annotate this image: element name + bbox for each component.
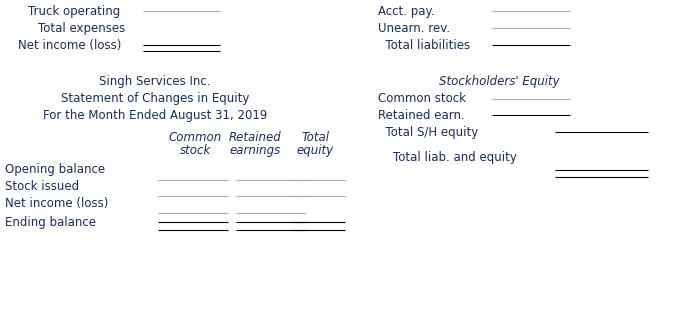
- Text: Total liabilities: Total liabilities: [378, 39, 470, 52]
- Text: Net income (loss): Net income (loss): [18, 39, 121, 52]
- Text: Net income (loss): Net income (loss): [5, 197, 108, 210]
- Text: For the Month Ended August 31, 2019: For the Month Ended August 31, 2019: [43, 109, 267, 122]
- Text: Total liab. and equity: Total liab. and equity: [393, 151, 517, 164]
- Text: Ending balance: Ending balance: [5, 216, 96, 229]
- Text: Opening balance: Opening balance: [5, 163, 105, 176]
- Text: Retained: Retained: [229, 131, 281, 144]
- Text: Total expenses: Total expenses: [38, 22, 125, 35]
- Text: Statement of Changes in Equity: Statement of Changes in Equity: [61, 92, 249, 105]
- Text: Total S/H equity: Total S/H equity: [378, 126, 478, 139]
- Text: Retained earn.: Retained earn.: [378, 109, 465, 122]
- Text: earnings: earnings: [229, 144, 280, 157]
- Text: Common: Common: [168, 131, 222, 144]
- Text: Acct. pay.: Acct. pay.: [378, 5, 435, 18]
- Text: Truck operating: Truck operating: [28, 5, 121, 18]
- Text: Total: Total: [301, 131, 329, 144]
- Text: Common stock: Common stock: [378, 92, 466, 105]
- Text: Singh Services Inc.: Singh Services Inc.: [99, 75, 211, 88]
- Text: stock: stock: [179, 144, 211, 157]
- Text: Unearn. rev.: Unearn. rev.: [378, 22, 450, 35]
- Text: equity: equity: [296, 144, 333, 157]
- Text: Stock issued: Stock issued: [5, 180, 79, 193]
- Text: Stockholders' Equity: Stockholders' Equity: [440, 75, 560, 88]
